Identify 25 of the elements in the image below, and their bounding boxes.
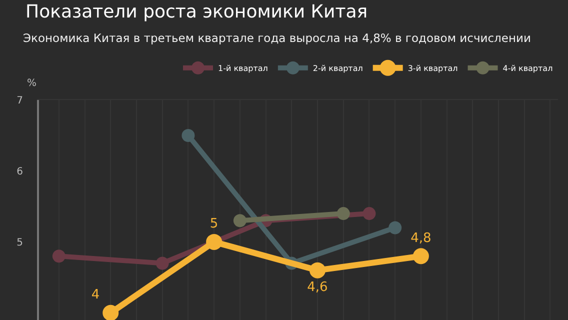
chart-subtitle: Экономика Китая в третьем квартале года выросла на 4,8% в годовом исчислении [23,31,531,45]
point [206,234,222,250]
point [412,248,429,264]
point [362,207,376,220]
data-label: 4 [91,288,100,303]
data-label: 4,6 [307,280,328,296]
point [156,256,169,270]
legend-label: 3-й квартал [408,64,458,74]
y-tick-label: 7 [16,96,23,106]
data-label: 5 [210,216,218,232]
legend-label: 2-й квартал [312,64,363,74]
legend-label: 4-й квартал [502,64,553,74]
data-label: 4,8 [410,230,432,246]
point [310,262,326,278]
point [182,128,195,142]
legend-label: 1-й квартал [218,64,268,74]
point [233,214,246,228]
y-tick-label: 5 [16,237,23,248]
point [102,304,119,320]
point [52,250,66,263]
chart-title: Показатели роста экономики Китая [26,1,368,22]
y-tick-label: 6 [16,166,23,178]
point [336,207,350,220]
y-axis-title: % [27,78,37,89]
point [388,221,402,234]
